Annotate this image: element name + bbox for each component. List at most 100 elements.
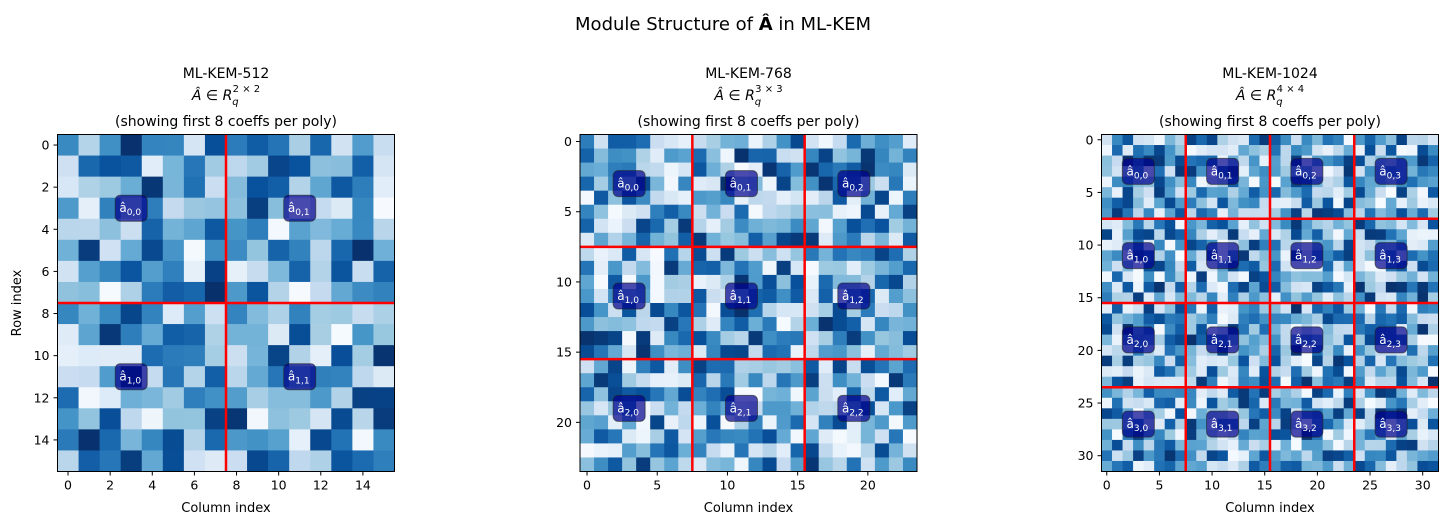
heatmap-cell — [1238, 439, 1250, 451]
heatmap-cell — [1206, 355, 1218, 367]
heatmap-cell — [678, 415, 693, 430]
heatmap-cell — [204, 408, 227, 430]
heatmap-cell — [289, 450, 311, 472]
heatmap-cell — [1354, 366, 1366, 378]
heatmap-cell — [706, 260, 721, 276]
heatmap-cell — [1354, 166, 1366, 178]
heatmap-cell — [289, 408, 311, 430]
heatmap-cell — [832, 148, 848, 163]
heatmap-cell — [1343, 429, 1355, 441]
heatmap-cell — [1322, 250, 1334, 262]
heatmap-cell — [902, 317, 918, 332]
math-in: ∈ — [1250, 88, 1267, 104]
heatmap-cell — [650, 218, 665, 234]
heatmap-cell — [1175, 313, 1187, 325]
heatmap-cell — [1101, 145, 1113, 156]
heatmap-cell — [1164, 292, 1176, 304]
heatmap-cell — [874, 359, 890, 374]
heatmap-cell — [1112, 134, 1123, 146]
heatmap-cell — [664, 429, 679, 444]
heatmap-cell — [888, 204, 904, 220]
block-label-text: â2,0 — [1127, 333, 1149, 350]
heatmap-cell — [162, 281, 185, 304]
heatmap-cell — [1154, 166, 1166, 178]
heatmap-cell — [664, 274, 679, 290]
heatmap-cell — [1385, 292, 1397, 304]
heatmap-cell — [1291, 355, 1302, 367]
heatmap-cell — [1406, 303, 1418, 314]
heatmap-cell — [1406, 187, 1418, 199]
heatmap-cell — [1375, 218, 1387, 230]
heatmap-cell — [1280, 166, 1292, 178]
heatmap-cell — [804, 162, 820, 178]
heatmap-cell — [580, 232, 595, 248]
heatmap-cell — [373, 303, 395, 325]
heatmap-cell — [1291, 303, 1302, 314]
heatmap-cell — [692, 331, 707, 346]
heatmap-cell — [776, 457, 792, 472]
block-label-text: â0,1 — [288, 201, 310, 218]
heatmap-cell — [888, 288, 904, 304]
heatmap-cell — [1143, 439, 1155, 451]
block-label-a-0-1: â0,1 — [283, 194, 317, 222]
heatmap-cell — [818, 274, 834, 290]
heatmap-cell — [1122, 208, 1134, 220]
heatmap-cell — [310, 387, 332, 409]
heatmap-cell — [1206, 197, 1218, 209]
heatmap-cell — [1280, 239, 1292, 251]
heatmap-cell — [1259, 208, 1271, 220]
heatmap-cell — [289, 429, 311, 451]
heatmap-cell — [1101, 334, 1113, 346]
label-subscript: 3,3 — [1387, 424, 1401, 434]
heatmap-cell — [888, 148, 904, 163]
heatmap-cell — [1270, 166, 1281, 178]
heatmap-cell — [1112, 145, 1123, 156]
heatmap-cell — [183, 218, 206, 241]
heatmap-cell — [1175, 229, 1187, 241]
heatmap-cell — [818, 359, 834, 374]
heatmap-cell — [1270, 187, 1281, 199]
heatmap-cell — [720, 260, 735, 276]
heatmap-cell — [1364, 439, 1376, 451]
heatmap-cell — [1154, 208, 1166, 220]
heatmap-cell — [776, 162, 792, 178]
heatmap-cell — [1322, 271, 1334, 283]
heatmap-cell — [1259, 176, 1271, 188]
heatmap-cell — [734, 317, 749, 332]
heatmap-cell — [692, 415, 707, 430]
heatmap-cell — [57, 324, 79, 346]
heatmap-cell — [1143, 303, 1155, 314]
heatmap-cell — [1406, 166, 1418, 178]
heatmap-cell — [734, 218, 749, 234]
heatmap-cell — [289, 387, 311, 409]
heatmap-cell — [373, 345, 395, 367]
heatmap-cell — [706, 443, 721, 458]
heatmap-cell — [1427, 408, 1439, 420]
heatmap-cell — [664, 148, 679, 163]
heatmap-cell — [1417, 134, 1429, 146]
heatmap-cell — [1185, 408, 1197, 420]
heatmap-cell — [1354, 239, 1366, 251]
block-label-a-0-0: â0,0 — [114, 194, 148, 222]
subplot-title: ML-KEM-768 — [705, 66, 792, 82]
heatmap-cell — [692, 387, 707, 402]
heatmap-cell — [818, 373, 834, 388]
heatmap-cell — [1427, 313, 1439, 325]
heatmap-cell — [1280, 460, 1292, 472]
heatmap-cell — [1227, 218, 1239, 230]
heatmap-cell — [1133, 229, 1145, 241]
heatmap-cell — [1280, 218, 1292, 230]
heatmap-cell — [818, 457, 834, 472]
heatmap-cell — [1427, 303, 1439, 314]
heatmap-cell — [1354, 387, 1366, 399]
heatmap-cell — [1354, 376, 1366, 388]
x-tick-label: 0 — [583, 478, 591, 493]
heatmap-cell — [226, 134, 248, 156]
heatmap-cell — [888, 415, 904, 430]
heatmap-cell — [1322, 155, 1334, 167]
heatmap-cell — [1112, 376, 1123, 388]
heatmap-cell — [1406, 271, 1418, 283]
heatmap-cell — [1417, 355, 1429, 367]
heatmap-cell — [860, 204, 876, 220]
heatmap-cell — [1322, 418, 1334, 430]
